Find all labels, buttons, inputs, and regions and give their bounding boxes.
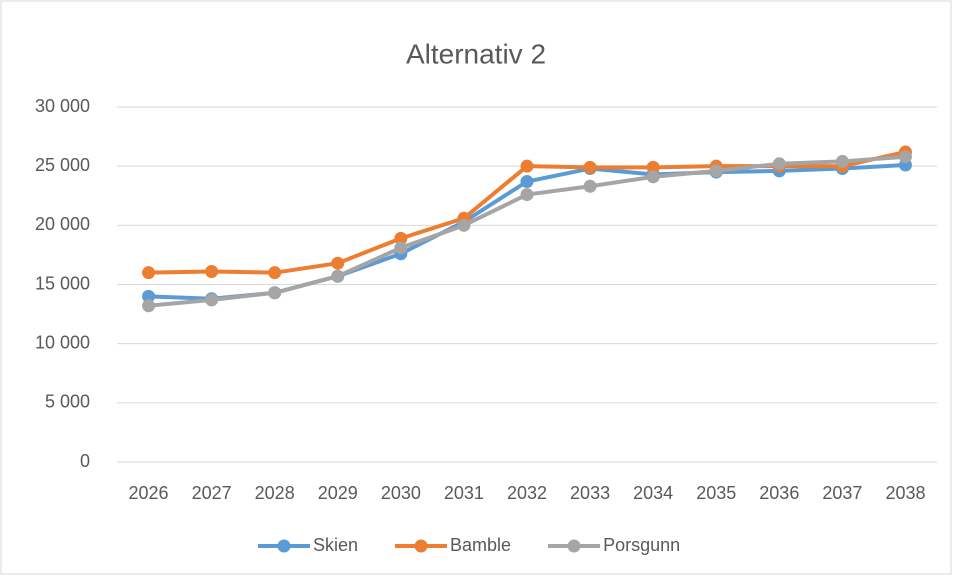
legend-label: Porsgunn	[603, 535, 680, 555]
point-marker	[583, 179, 597, 193]
point-marker	[646, 160, 660, 174]
point-marker	[142, 299, 156, 313]
point-marker	[268, 266, 282, 280]
x-tick-label: 2036	[759, 483, 799, 503]
point-marker	[457, 218, 471, 232]
point-marker	[520, 175, 534, 189]
point-marker	[394, 241, 408, 255]
x-tick-label: 2038	[885, 483, 925, 503]
x-tick-label: 2030	[381, 483, 421, 503]
legend-label: Skien	[313, 535, 358, 555]
y-tick-label: 25 000	[35, 155, 90, 175]
y-tick-label: 20 000	[35, 214, 90, 234]
point-marker	[898, 150, 912, 164]
point-marker	[646, 170, 660, 184]
point-marker	[331, 256, 345, 270]
point-marker	[205, 293, 219, 307]
x-tick-label: 2034	[633, 483, 673, 503]
point-marker	[835, 154, 849, 168]
point-marker	[205, 264, 219, 278]
x-tick-label: 2029	[318, 483, 358, 503]
point-marker	[142, 289, 156, 303]
point-marker	[583, 160, 597, 174]
point-marker	[772, 157, 786, 171]
legend-marker	[414, 539, 428, 553]
chart-title: Alternativ 2	[406, 38, 546, 69]
legend-label: Bamble	[450, 535, 511, 555]
y-tick-label: 30 000	[35, 96, 90, 116]
point-marker	[331, 269, 345, 283]
x-tick-label: 2031	[444, 483, 484, 503]
point-marker	[520, 159, 534, 173]
point-marker	[394, 231, 408, 245]
x-tick-label: 2035	[696, 483, 736, 503]
x-tick-label: 2028	[255, 483, 295, 503]
point-marker	[709, 164, 723, 178]
legend-marker	[277, 539, 291, 553]
y-tick-label: 10 000	[35, 332, 90, 352]
x-tick-label: 2026	[129, 483, 169, 503]
x-tick-label: 2027	[192, 483, 232, 503]
x-tick-label: 2037	[822, 483, 862, 503]
legend-marker	[567, 539, 581, 553]
point-marker	[520, 188, 534, 202]
y-tick-label: 5 000	[45, 392, 90, 412]
y-tick-label: 0	[80, 451, 90, 471]
y-tick-label: 15 000	[35, 273, 90, 293]
x-tick-label: 2033	[570, 483, 610, 503]
x-tick-label: 2032	[507, 483, 547, 503]
point-marker	[268, 286, 282, 300]
point-marker	[142, 266, 156, 280]
